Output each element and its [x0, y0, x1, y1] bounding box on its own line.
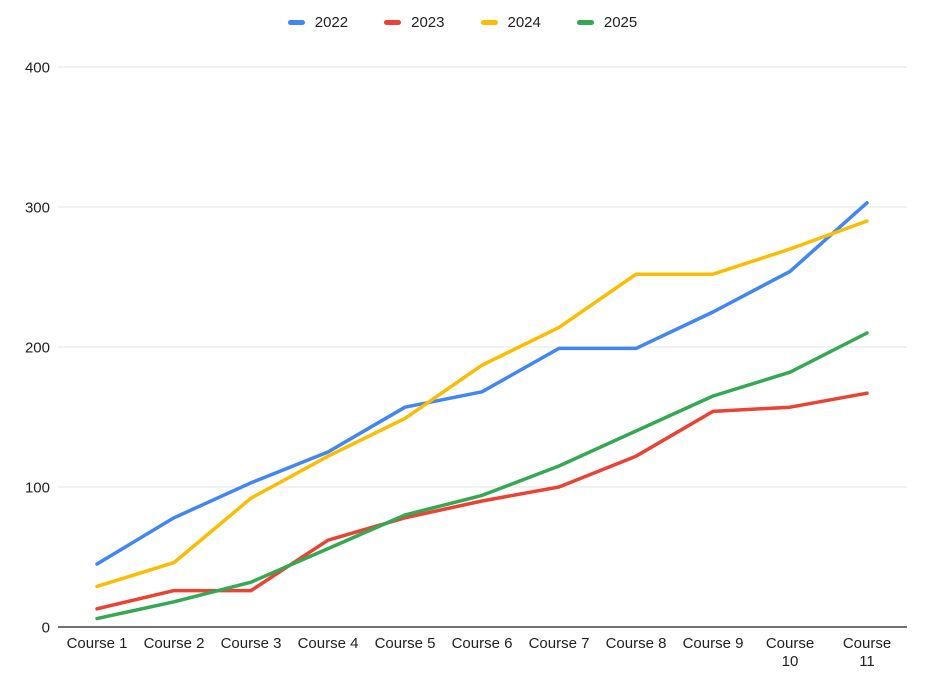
x-axis-label: Course 7 [529, 635, 590, 652]
x-axis-label: Course 1 [67, 635, 128, 652]
y-axis-tick-label: 200 [25, 340, 50, 357]
x-axis-label: Course 6 [452, 635, 513, 652]
x-axis-label: Course 2 [144, 635, 205, 652]
x-axis-label: Course 5 [375, 635, 436, 652]
legend-label-2022: 2022 [314, 14, 349, 31]
y-axis-tick-label: 100 [25, 480, 50, 497]
legend-item-2022[interactable]: 2022 [287, 14, 349, 31]
legend-label-2024: 2024 [507, 14, 541, 31]
legend-swatch-2025 [576, 20, 594, 25]
legend-item-2024[interactable]: 2024 [480, 14, 541, 31]
y-axis-tick-label: 0 [42, 620, 50, 637]
chart-legend: 2022 2023 2024 2025 [0, 15, 925, 30]
series-line-2022 [95, 201, 869, 566]
x-axis-label: Course 3 [221, 635, 282, 652]
legend-swatch-2023 [384, 20, 402, 25]
legend-item-2025[interactable]: 2025 [576, 14, 638, 31]
legend-label-2025: 2025 [603, 14, 638, 31]
legend-swatch-2024 [480, 20, 498, 25]
series-line-2025 [95, 331, 869, 621]
legend-swatch-2022 [287, 20, 305, 25]
series-line-2023 [95, 391, 869, 611]
x-axis-label: Course 4 [298, 635, 359, 652]
x-axis-label: Course 10 [766, 635, 814, 670]
legend-label-2023: 2023 [411, 14, 445, 31]
series-line-2024 [95, 219, 869, 589]
x-axis-label: Course 9 [683, 635, 744, 652]
y-axis-tick-label: 300 [25, 200, 50, 217]
x-axis-label: Course 11 [843, 635, 891, 670]
x-axis-label: Course 8 [606, 635, 667, 652]
legend-item-2023[interactable]: 2023 [384, 14, 445, 31]
y-axis-tick-label: 400 [25, 60, 50, 77]
